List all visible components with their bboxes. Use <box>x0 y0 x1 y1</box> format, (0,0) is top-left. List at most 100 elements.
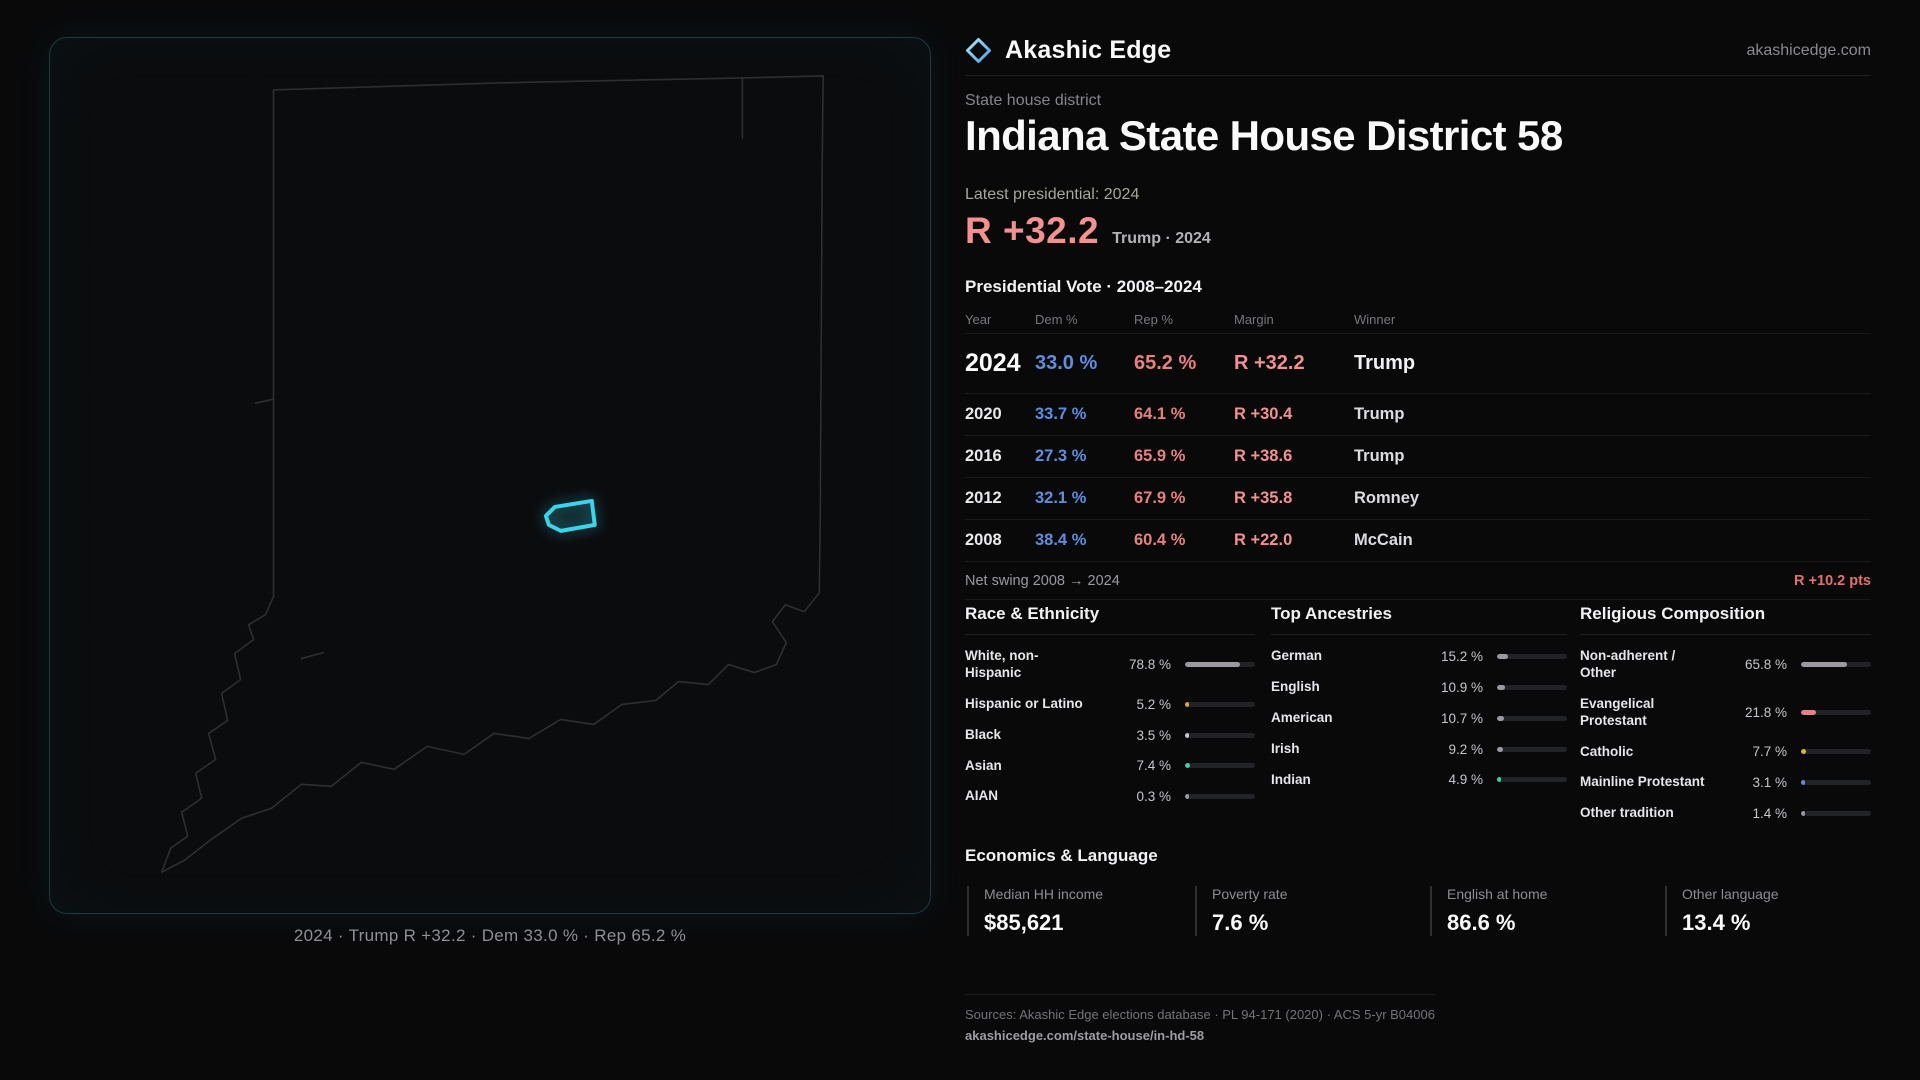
stat-label: English at home <box>1447 886 1548 902</box>
demo-value: 9.2 % <box>1448 741 1483 757</box>
demo-label: Evangelical Protestant <box>1580 695 1655 728</box>
list-item: Non-adherent / Other 65.8 % <box>1580 641 1871 689</box>
demo-value: 65.8 % <box>1744 657 1787 673</box>
demo-label: Asian <box>965 757 1002 773</box>
list-item: Irish 9.2 % <box>1271 734 1567 765</box>
site-header: Akashic Edge akashicedge.com <box>965 26 1871 76</box>
map-boundary-tick-west <box>254 398 275 404</box>
list-item: Hispanic or Latino 5.2 % <box>965 689 1255 720</box>
margin-cell: R +22.0 <box>1234 531 1293 549</box>
demo-label: Other tradition <box>1580 805 1674 821</box>
col-dem: Dem % <box>1035 312 1078 327</box>
demo-bar-fill <box>1185 701 1189 707</box>
winner-cell: Trump <box>1354 447 1405 465</box>
race-ethnicity-section: Race & Ethnicity White, non- Hispanic 78… <box>965 604 1255 812</box>
indiana-state-outline <box>160 75 825 873</box>
stat-value: 86.6 % <box>1447 910 1516 935</box>
stat-label: Median HH income <box>984 886 1104 902</box>
site-domain-link[interactable]: akashicedge.com <box>1746 41 1871 59</box>
demo-value: 10.7 % <box>1440 710 1483 726</box>
col-margin: Margin <box>1234 312 1274 327</box>
religious-composition-title: Religious Composition <box>1580 604 1871 635</box>
demo-bar <box>1185 794 1255 800</box>
demo-label: Non-adherent / Other <box>1580 648 1676 680</box>
margin-cell: R +35.8 <box>1234 489 1293 507</box>
dem-cell: 33.0 % <box>1035 352 1098 374</box>
report-panel: Akashic Edge akashicedge.com State house… <box>965 0 1871 1080</box>
rep-cell: 64.1 % <box>1134 405 1186 423</box>
race-ethnicity-title: Race & Ethnicity <box>965 604 1255 635</box>
stat-other-language: Other language 13.4 % <box>1665 886 1875 936</box>
dem-cell: 38.4 % <box>1035 531 1087 549</box>
col-year: Year <box>965 312 992 327</box>
top-ancestries-title: Top Ancestries <box>1271 604 1567 635</box>
demo-bar-fill <box>1185 662 1241 668</box>
demo-value: 7.7 % <box>1752 744 1787 760</box>
religious-composition-section: Religious Composition Non-adherent / Oth… <box>1580 604 1871 829</box>
list-item: Mainline Protestant 3.1 % <box>1580 767 1871 798</box>
permalink-link[interactable]: akashicedge.com/state-house/in-hd-58 <box>965 1028 1205 1043</box>
demo-value: 3.1 % <box>1752 775 1787 791</box>
stat-median-hh-income: Median HH income $85,621 <box>967 886 1177 936</box>
demo-label: Hispanic or Latino <box>965 695 1083 711</box>
vote-table: Year Dem % Rep % Margin Winner 2024 33.0… <box>965 306 1871 600</box>
winner-cell: Trump <box>1354 405 1405 423</box>
net-swing-row: Net swing 2008 → 2024 R +10.2 pts <box>965 562 1871 600</box>
district-58-shape[interactable] <box>543 498 597 533</box>
year-cell: 2024 <box>965 349 1021 377</box>
winner-cell: Trump <box>1354 352 1416 374</box>
demo-bar <box>1185 701 1255 707</box>
rep-cell: 67.9 % <box>1134 489 1186 507</box>
list-item: Other tradition 1.4 % <box>1580 798 1871 829</box>
rep-cell: 65.2 % <box>1134 352 1197 374</box>
list-item: English 10.9 % <box>1271 672 1567 703</box>
brand: Akashic Edge <box>965 36 1171 65</box>
demo-label: AIAN <box>965 788 998 804</box>
demo-label: Mainline Protestant <box>1580 774 1705 790</box>
demo-bar <box>1801 662 1871 668</box>
sources-text: Sources: Akashic Edge elections database… <box>965 1007 1435 1022</box>
col-rep: Rep % <box>1134 312 1174 327</box>
latest-presidential-label: Latest presidential: 2024 <box>965 186 1140 203</box>
demo-value: 5.2 % <box>1136 696 1171 712</box>
net-swing-label: Net swing 2008 → 2024 <box>965 572 1120 589</box>
stat-label: Poverty rate <box>1212 886 1288 902</box>
vote-row-2008: 2008 38.4 % 60.4 % R +22.0 McCain <box>965 520 1871 562</box>
demo-label: Irish <box>1271 740 1300 756</box>
stat-value: 13.4 % <box>1682 910 1751 935</box>
top-ancestries-section: Top Ancestries German 15.2 % English 10.… <box>1271 604 1567 795</box>
net-swing-value: R +10.2 pts <box>1794 572 1871 589</box>
demo-label: White, non- Hispanic <box>965 648 1039 680</box>
demo-label: Catholic <box>1580 743 1634 759</box>
footer-divider <box>965 994 1435 995</box>
list-item: Asian 7.4 % <box>965 751 1255 782</box>
demo-bar <box>1497 715 1567 721</box>
demo-bar-fill <box>1801 811 1805 817</box>
vote-row-2020: 2020 33.7 % 64.1 % R +30.4 Trump <box>965 394 1871 436</box>
stat-value: 7.6 % <box>1212 910 1269 935</box>
demo-bar-fill <box>1185 794 1189 800</box>
demo-value: 4.9 % <box>1448 772 1483 788</box>
demo-bar-fill <box>1497 715 1505 721</box>
list-item: White, non- Hispanic 78.8 % <box>965 641 1255 689</box>
diamond-logo-icon <box>966 38 991 63</box>
year-cell: 2016 <box>965 447 1002 465</box>
demo-bar <box>1185 763 1255 769</box>
headline-margin-value: R +32.2 <box>965 210 1100 251</box>
demo-bar <box>1497 684 1567 690</box>
demo-bar <box>1185 662 1255 668</box>
demo-bar <box>1801 780 1871 786</box>
demo-bar-fill <box>1801 749 1807 755</box>
list-item: Black 3.5 % <box>965 720 1255 751</box>
demo-bar <box>1497 777 1567 783</box>
demo-bar-fill <box>1497 777 1501 783</box>
headline-margin-context: Trump · 2024 <box>1112 230 1211 247</box>
demo-bar <box>1801 811 1871 817</box>
vote-row-2024: 2024 33.0 % 65.2 % R +32.2 Trump <box>965 334 1871 394</box>
map-caption: 2024 · Trump R +32.2 · Dem 33.0 % · Rep … <box>293 926 687 945</box>
stat-value: $85,621 <box>984 910 1064 935</box>
dem-cell: 33.7 % <box>1035 405 1087 423</box>
demo-value: 0.3 % <box>1136 789 1171 805</box>
margin-cell: R +38.6 <box>1234 447 1293 465</box>
demo-value: 21.8 % <box>1744 705 1787 721</box>
